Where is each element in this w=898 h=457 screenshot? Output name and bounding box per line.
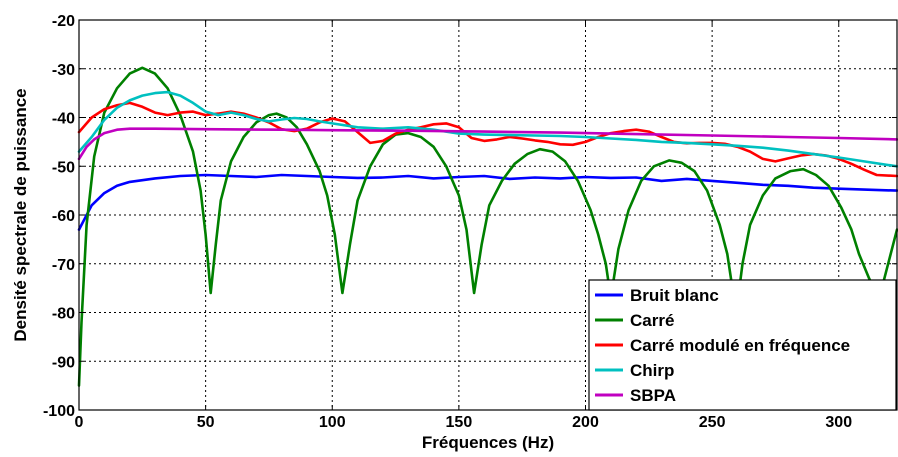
x-tick-label: 250	[699, 414, 726, 431]
y-tick-label: -20	[52, 13, 75, 30]
x-tick-label: 100	[319, 414, 346, 431]
legend-label: Bruit blanc	[630, 286, 719, 305]
x-tick-label: 200	[572, 414, 599, 431]
x-tick-labels: 0 50 100 150 200 250 300	[75, 414, 853, 431]
y-tick-label: -60	[52, 208, 75, 225]
legend-box	[588, 279, 897, 411]
x-tick-label: 150	[446, 414, 473, 431]
y-tick-label: -50	[52, 159, 75, 176]
series-line-5	[77, 127, 898, 161]
y-tick-labels: -100 -90 -80 -70 -60 -50 -40 -30 -20	[43, 13, 75, 420]
y-tick-label: -90	[52, 354, 75, 371]
series-line-4	[77, 90, 898, 168]
y-tick-label: -70	[52, 257, 75, 274]
legend-label: SBPA	[630, 386, 676, 405]
legend-label: Carré	[630, 311, 674, 330]
y-tick-label: -80	[52, 306, 75, 323]
series-group	[77, 66, 898, 387]
y-tick-label: -100	[43, 403, 75, 420]
x-tick-label: 0	[75, 414, 84, 431]
x-tick-label: 300	[825, 414, 852, 431]
y-tick-label: -30	[52, 62, 75, 79]
legend: Bruit blanc Carré Carré modulé en fréquenc…	[588, 279, 897, 411]
y-axis-label: Densité spectrale de puissance	[11, 88, 30, 341]
series-line-1	[77, 173, 898, 231]
x-tick-label: 50	[197, 414, 215, 431]
y-tick-label: -40	[52, 111, 75, 128]
legend-label: Chirp	[630, 361, 674, 380]
series-line-2	[77, 66, 898, 387]
x-axis-label: Fréquences (Hz)	[422, 433, 554, 452]
legend-label: Carré modulé en fréquence	[630, 336, 850, 355]
